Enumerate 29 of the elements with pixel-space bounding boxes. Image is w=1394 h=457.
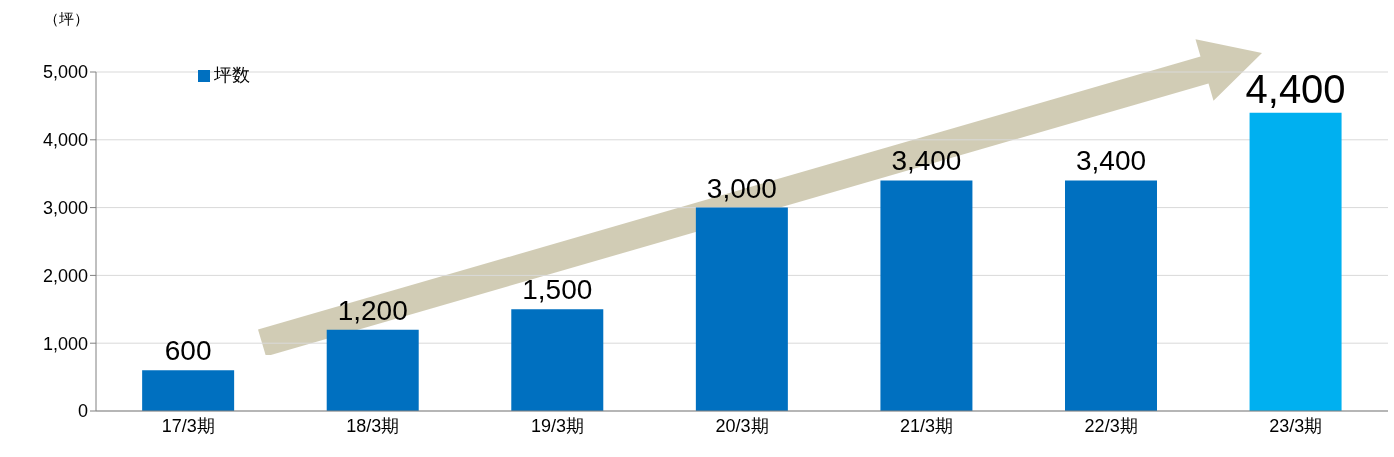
x-tick-label: 21/3期 <box>900 415 954 436</box>
y-tick-label: 3,000 <box>42 197 88 218</box>
bar <box>880 180 973 411</box>
y-tick-label: 2,000 <box>42 265 88 286</box>
data-label: 4,400 <box>1245 66 1346 111</box>
x-tick-label: 18/3期 <box>346 415 400 436</box>
y-axis-title: （坪） <box>44 10 89 29</box>
data-label: 3,400 <box>891 145 962 177</box>
y-tick-label: 0 <box>77 401 88 422</box>
bar <box>511 309 604 411</box>
data-label: 1,500 <box>522 274 593 306</box>
x-tick-label: 17/3期 <box>161 415 215 436</box>
y-tick-label: 4,000 <box>42 130 88 151</box>
x-tick-label: 20/3期 <box>715 415 769 436</box>
data-label: 1,200 <box>337 294 408 326</box>
y-tick-label: 5,000 <box>42 62 88 83</box>
bar <box>1249 112 1342 411</box>
y-tick-label: 1,000 <box>42 333 88 354</box>
x-tick-label: 22/3期 <box>1084 415 1138 436</box>
data-label: 3,000 <box>706 172 777 204</box>
data-label: 600 <box>164 335 212 367</box>
bar <box>326 329 419 411</box>
bar <box>1065 180 1157 411</box>
legend-label: 坪数 <box>214 65 250 85</box>
data-label: 3,400 <box>1075 145 1147 177</box>
x-tick-label: 23/3期 <box>1269 415 1323 436</box>
bar <box>142 370 235 411</box>
x-tick-label: 19/3期 <box>530 415 584 436</box>
bar <box>695 207 788 411</box>
